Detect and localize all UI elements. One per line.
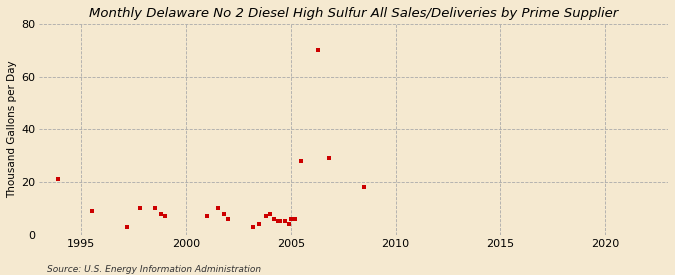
Point [248,224,259,229]
Point [202,214,213,218]
Point [273,219,284,224]
Point [53,177,63,182]
Point [296,159,306,163]
Point [269,217,279,221]
Point [275,219,286,224]
Point [155,211,166,216]
Point [86,209,97,213]
Point [134,206,145,210]
Point [286,217,296,221]
Point [149,206,160,210]
Point [254,222,265,226]
Point [219,211,230,216]
Title: Monthly Delaware No 2 Diesel High Sulfur All Sales/Deliveries by Prime Supplier: Monthly Delaware No 2 Diesel High Sulfur… [89,7,618,20]
Point [323,156,334,160]
Point [261,214,271,218]
Point [359,185,370,189]
Point [290,217,300,221]
Point [212,206,223,210]
Point [223,217,234,221]
Text: Source: U.S. Energy Information Administration: Source: U.S. Energy Information Administ… [47,265,261,274]
Point [160,214,171,218]
Point [122,224,133,229]
Point [265,211,275,216]
Point [284,222,294,226]
Point [279,219,290,224]
Point [313,48,323,53]
Y-axis label: Thousand Gallons per Day: Thousand Gallons per Day [7,60,17,198]
